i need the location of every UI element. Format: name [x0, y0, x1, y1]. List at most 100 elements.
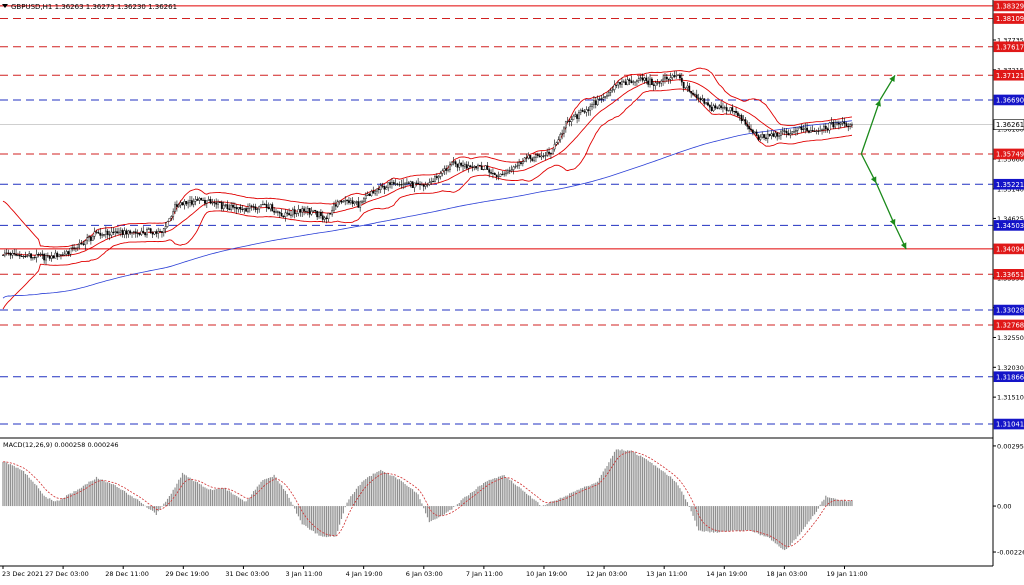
candle-body: [2, 254, 4, 256]
level-price-box: [993, 94, 1024, 106]
candle-body: [828, 122, 831, 131]
candle-body: [385, 187, 388, 190]
candle-body: [645, 77, 648, 82]
candle-body: [579, 109, 582, 113]
candle-body: [718, 105, 721, 109]
candle-body: [78, 242, 81, 245]
candle-body: [104, 230, 107, 235]
candle-body: [334, 204, 337, 207]
candle-body: [340, 200, 343, 203]
candle-body: [643, 77, 646, 81]
candle-body: [58, 254, 61, 257]
candle-body: [26, 255, 29, 257]
candle-body: [621, 81, 623, 85]
candle-body: [363, 198, 365, 202]
candle-body: [239, 207, 242, 210]
candle-body: [170, 216, 173, 219]
candle-body: [172, 211, 175, 217]
candle-body: [32, 257, 34, 259]
candle-body: [308, 208, 311, 215]
candle-body: [192, 201, 195, 205]
candle-body: [140, 230, 143, 235]
candle-body: [359, 201, 362, 208]
candle-body: [705, 102, 708, 104]
candle-body: [336, 201, 339, 207]
candle-body: [202, 199, 204, 201]
candle-body: [97, 232, 100, 234]
level-price-label: 1.35221: [996, 181, 1024, 189]
candle-body: [190, 200, 193, 205]
candle-body: [677, 74, 679, 76]
candle-body: [329, 213, 332, 215]
level-price-box: [993, 178, 1024, 190]
candle-body: [482, 169, 485, 171]
candle-body: [564, 121, 567, 129]
candle-body: [557, 139, 560, 143]
candle-body: [196, 199, 199, 201]
candle-body: [413, 182, 416, 188]
time-tick-label: 14 Jan 19:00: [706, 570, 747, 578]
candle-body: [439, 173, 442, 177]
bollinger-upper-band: [2, 67, 853, 248]
candle-body: [458, 162, 461, 168]
candle-body: [443, 168, 446, 172]
level-price-box: [993, 0, 1024, 12]
candle-body: [598, 98, 601, 100]
candle-body: [132, 231, 135, 233]
candle-body: [804, 127, 807, 130]
candle-body: [146, 229, 148, 236]
candle-body: [658, 82, 661, 84]
candle-body: [121, 230, 124, 235]
candle-body: [735, 111, 737, 114]
candle-body: [86, 237, 89, 242]
candle-body: [477, 164, 479, 169]
candle-body: [241, 209, 244, 211]
candle-body: [28, 253, 31, 256]
level-price-label: 1.35749: [996, 151, 1024, 159]
level-price-label: 1.38109: [996, 15, 1024, 23]
candle-body: [675, 74, 678, 77]
candle-body: [357, 201, 360, 208]
candle-body: [256, 208, 259, 210]
candle-body: [41, 253, 44, 255]
candle-body: [437, 176, 440, 179]
time-tick-label: 3 Jan 11:00: [286, 570, 323, 578]
down-triangle-icon: [2, 4, 8, 8]
candle-body: [776, 132, 779, 137]
candle-body: [391, 182, 393, 185]
candle-body: [566, 120, 569, 123]
candle-body: [521, 161, 524, 164]
candle-body: [609, 90, 612, 93]
candle-body: [604, 96, 607, 99]
candle-body: [426, 184, 429, 186]
candle-body: [61, 254, 64, 256]
arrow-head: [870, 176, 877, 184]
macd-histogram: [2, 449, 853, 551]
candle-body: [613, 84, 616, 90]
level-price-label: 1.34503: [996, 222, 1024, 230]
candle-body: [585, 109, 588, 113]
candle-body: [529, 155, 532, 159]
candle-body: [798, 126, 801, 129]
candle-body: [372, 191, 375, 194]
candle-body: [654, 82, 657, 86]
bollinger-lower-band: [2, 88, 853, 310]
level-price-label: 1.33028: [996, 307, 1024, 315]
moving-average-line: [2, 120, 853, 299]
candle-body: [836, 122, 838, 125]
candle-body: [331, 209, 334, 215]
candle-body: [280, 213, 283, 217]
candle-body: [286, 212, 289, 214]
candle-body: [299, 209, 302, 213]
arrow-head: [900, 242, 907, 250]
candle-body: [131, 231, 133, 234]
candle-body: [318, 212, 320, 218]
candle-body: [617, 82, 620, 86]
candle-body: [729, 107, 732, 111]
candle-body: [15, 253, 17, 256]
candle-body: [9, 253, 12, 256]
candle-body: [600, 98, 603, 100]
candle-body: [652, 84, 655, 86]
time-tick-label: 4 Jan 19:00: [346, 570, 383, 578]
candle-body: [411, 181, 414, 188]
